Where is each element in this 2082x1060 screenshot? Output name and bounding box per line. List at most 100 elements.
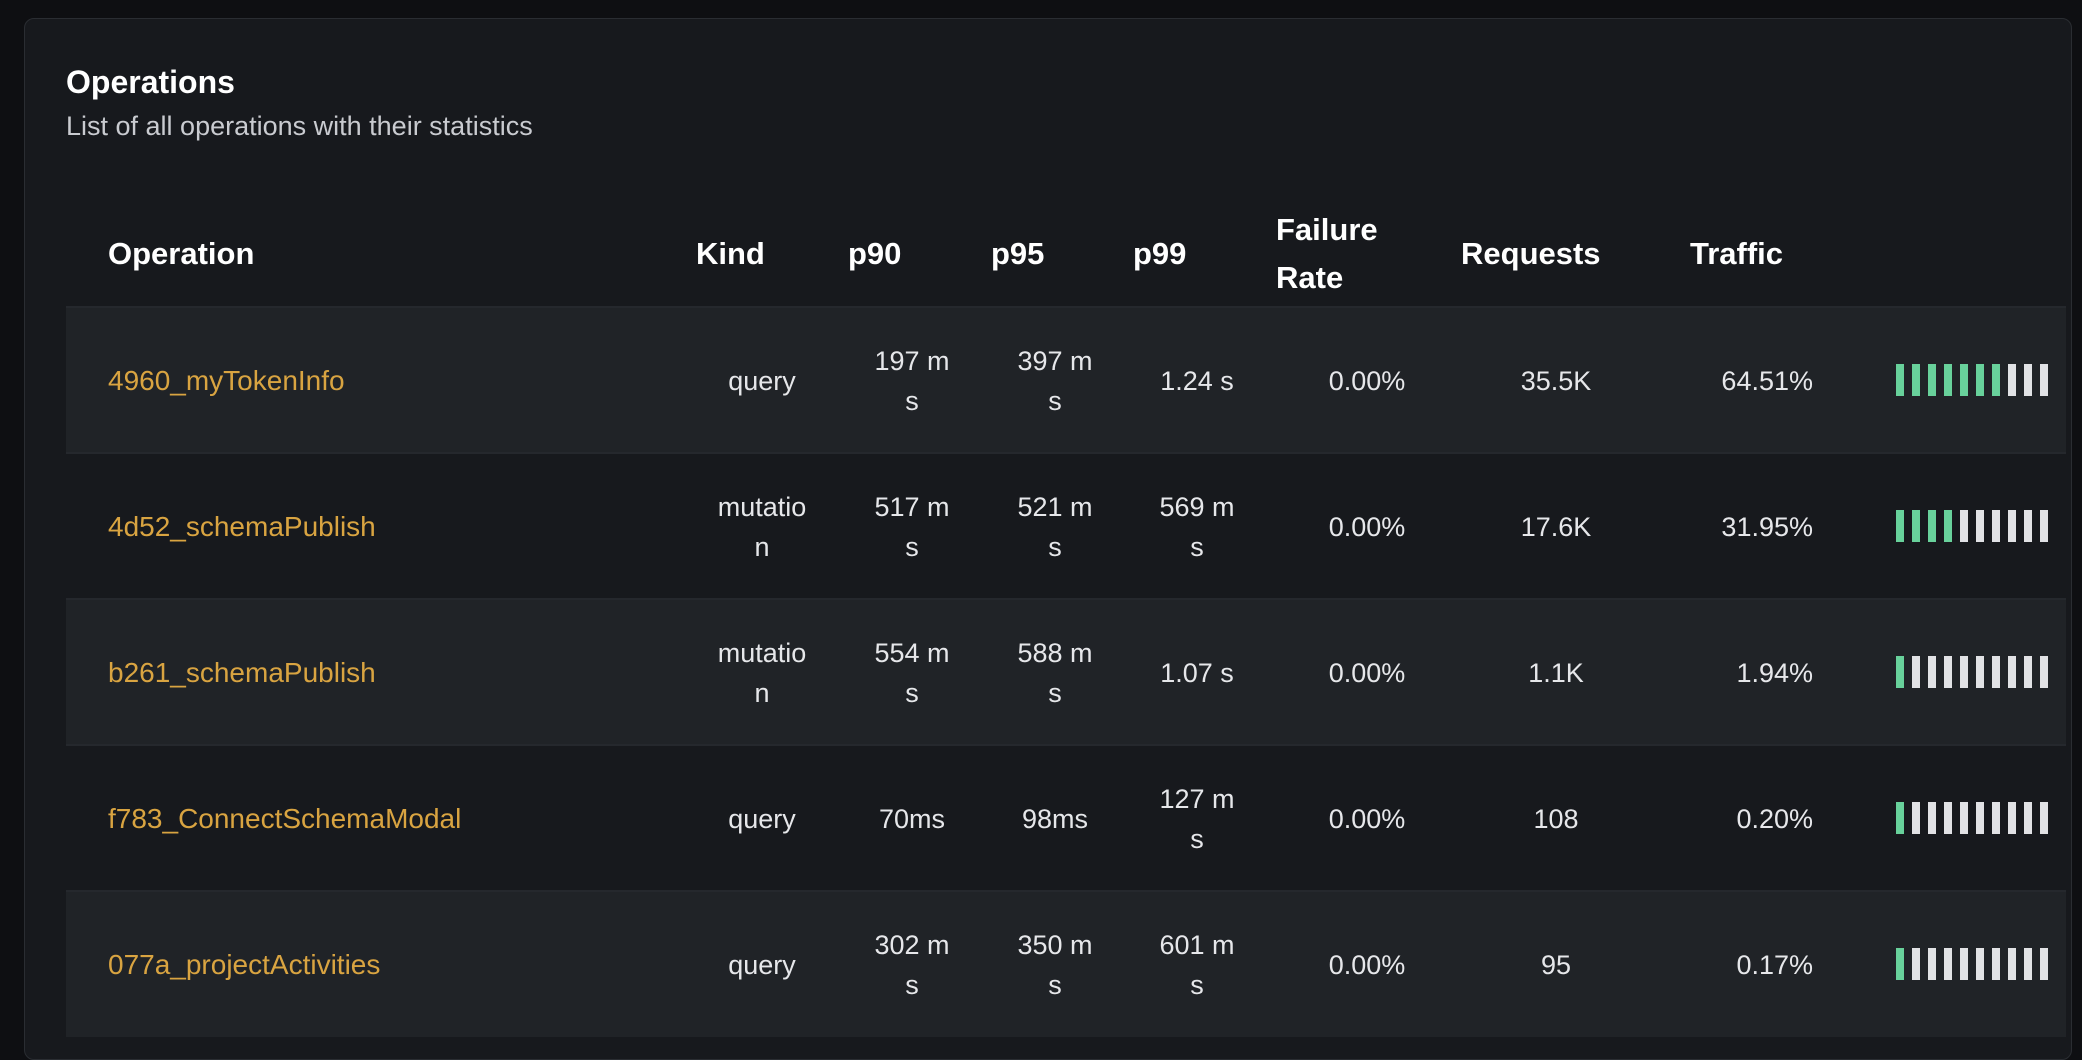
kind-cell: mutation [717,637,807,708]
traffic-meter-segment [2040,948,2048,980]
traffic-meter-segment [1960,656,1968,688]
traffic-meter-segment [1896,948,1904,980]
page-title: Operations [66,64,235,100]
table-row[interactable]: 077a_projectActivities query 302 ms 350 ms 6… [66,890,2066,1037]
failure-rate-cell: 0.00% [1328,511,1406,542]
p95-cell: 397 ms [1017,345,1093,416]
traffic-meter-segment [1912,510,1920,542]
traffic-meter [1896,510,2048,542]
traffic-meter-segment [1912,948,1920,980]
traffic-meter-segment [1912,656,1920,688]
traffic-meter-segment [2024,510,2032,542]
operation-link[interactable]: 4d52_schemaPublish [108,510,376,542]
failure-rate-cell: 0.00% [1328,949,1406,980]
traffic-meter-segment [2008,802,2016,834]
traffic-meter-segment [1928,802,1936,834]
table-row[interactable]: 4d52_schemaPublish mutation 517 ms 521 ms 56… [66,452,2066,599]
requests-cell: 108 [1533,803,1579,834]
p99-cell: 569 ms [1159,491,1235,562]
kind-cell: mutation [717,491,807,562]
traffic-meter-segment [1912,802,1920,834]
operation-link[interactable]: 077a_projectActivities [108,948,381,980]
page-subtitle: List of all operations with their statis… [66,111,533,141]
table-header: Operation Kind p90 p95 p99 Failure Rate … [25,184,2071,324]
traffic-meter-segment [2024,364,2032,396]
traffic-meter-segment [2040,802,2048,834]
traffic-meter-segment [1976,510,1984,542]
traffic-meter-segment [2024,802,2032,834]
traffic-cell: 0.20% [1736,803,1813,834]
kind-cell: query [728,365,796,396]
traffic-meter-segment [1896,364,1904,396]
requests-cell: 35.5K [1520,365,1592,396]
table-row[interactable]: b261_schemaPublish mutation 554 ms 588 ms 1.… [66,598,2066,745]
traffic-meter-segment [1976,364,1984,396]
traffic-cell: 31.95% [1721,511,1813,542]
traffic-meter-segment [2008,364,2016,396]
p90-cell: 197 ms [874,345,950,416]
traffic-cell: 64.51% [1721,365,1813,396]
p90-cell: 302 ms [874,929,950,1000]
traffic-meter-segment [1992,802,2000,834]
failure-rate-cell: 0.00% [1328,657,1406,688]
p95-cell: 350 ms [1017,929,1093,1000]
p90-cell: 517 ms [874,491,950,562]
p90-cell: 70ms [878,803,946,834]
traffic-meter-segment [2024,656,2032,688]
traffic-meter-segment [1976,802,1984,834]
requests-cell: 95 [1540,949,1572,980]
column-header-kind[interactable]: Kind [696,236,765,271]
traffic-meter [1896,948,2048,980]
traffic-meter-segment [1928,948,1936,980]
traffic-meter-segment [1992,656,2000,688]
traffic-meter [1896,802,2048,834]
column-header-p95[interactable]: p95 [991,236,1045,271]
traffic-cell: 1.94% [1736,657,1813,688]
requests-cell: 1.1K [1528,657,1584,688]
traffic-meter-segment [1928,364,1936,396]
traffic-meter-segment [2040,656,2048,688]
column-header-operation[interactable]: Operation [108,236,255,271]
traffic-meter [1896,656,2048,688]
requests-cell: 17.6K [1520,511,1592,542]
traffic-meter-segment [1928,510,1936,542]
traffic-meter-segment [2040,364,2048,396]
table-row[interactable]: f783_ConnectSchemaModal query 70ms 98ms 127 … [66,744,2066,891]
column-header-p99[interactable]: p99 [1133,236,1187,271]
traffic-meter-segment [1896,802,1904,834]
traffic-meter-segment [2024,948,2032,980]
traffic-meter-segment [1944,948,1952,980]
traffic-meter-segment [2008,948,2016,980]
kind-cell: query [728,949,796,980]
column-header-p90[interactable]: p90 [848,236,902,271]
p99-cell: 1.07 s [1160,657,1234,688]
column-header-failure-rate[interactable]: Failure Rate [1276,212,1378,295]
traffic-meter-segment [1960,510,1968,542]
traffic-meter-segment [2040,510,2048,542]
kind-cell: query [728,803,796,834]
traffic-meter-segment [1960,364,1968,396]
p99-cell: 601 ms [1159,929,1235,1000]
traffic-meter-segment [1976,948,1984,980]
traffic-meter-segment [1944,656,1952,688]
column-header-traffic[interactable]: Traffic [1690,236,1784,271]
traffic-cell: 0.17% [1736,949,1813,980]
traffic-meter-segment [1992,948,2000,980]
operation-link[interactable]: f783_ConnectSchemaModal [108,802,462,834]
p95-cell: 98ms [1021,803,1089,834]
traffic-meter-segment [2008,656,2016,688]
p95-cell: 521 ms [1017,491,1093,562]
p90-cell: 554 ms [874,637,950,708]
traffic-meter-segment [1912,364,1920,396]
traffic-meter [1896,364,2048,396]
table-row[interactable]: 4960_myTokenInfo query 197 ms 397 ms 1.24 s 0… [66,306,2066,453]
p99-cell: 127 ms [1159,783,1235,854]
traffic-meter-segment [1944,802,1952,834]
column-header-requests[interactable]: Requests [1461,236,1601,271]
operations-card: Operations List of all operations with t… [24,18,2072,1060]
traffic-meter-segment [1992,364,2000,396]
operation-link[interactable]: b261_schemaPublish [108,656,376,688]
failure-rate-cell: 0.00% [1328,803,1406,834]
operation-link[interactable]: 4960_myTokenInfo [108,364,345,396]
traffic-meter-segment [1896,656,1904,688]
